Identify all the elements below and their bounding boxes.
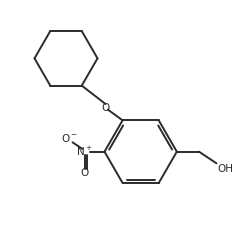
Text: O: O [81, 168, 89, 178]
Text: O$^-$: O$^-$ [61, 132, 77, 144]
Text: N$^+$: N$^+$ [76, 145, 93, 158]
Text: OH: OH [217, 164, 233, 174]
Text: O: O [101, 103, 109, 113]
